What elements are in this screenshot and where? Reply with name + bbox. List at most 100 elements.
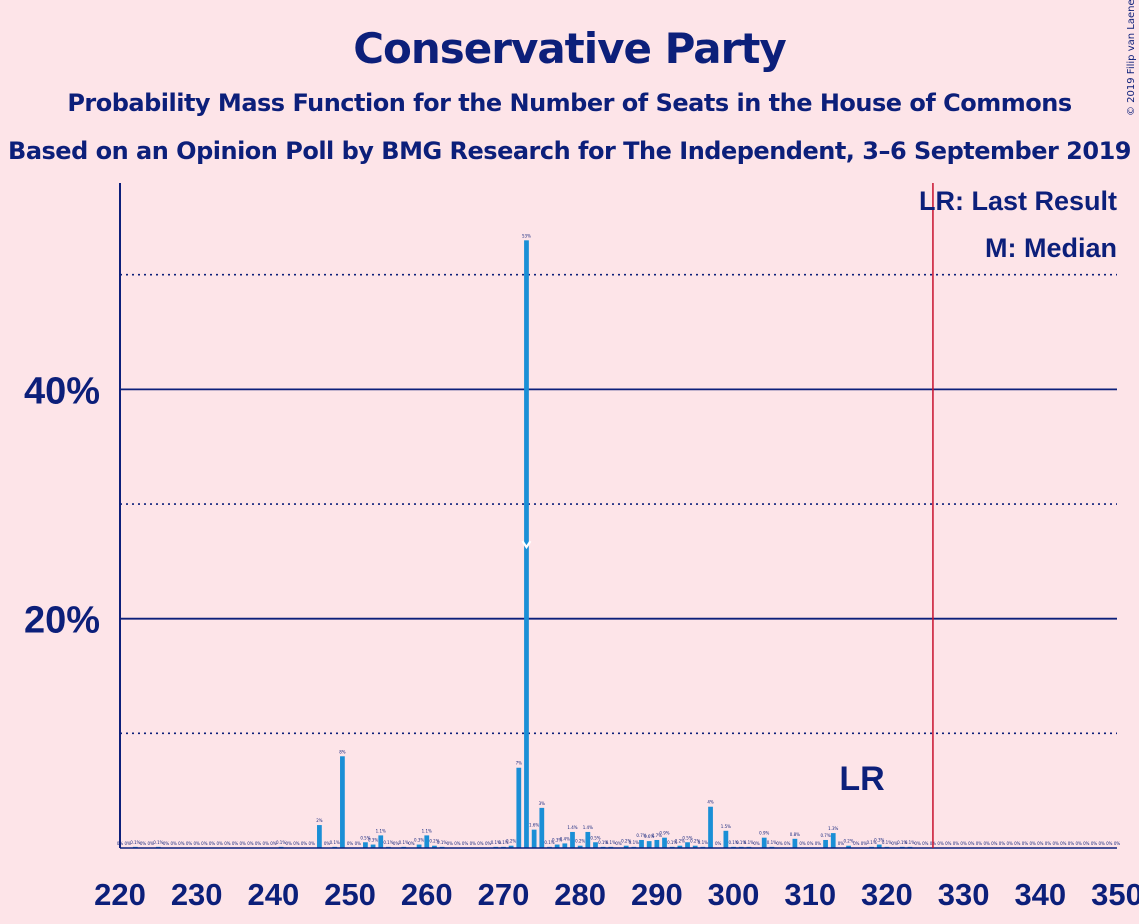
data-label-325: 0% [922, 841, 929, 846]
data-label-245: 0% [309, 841, 316, 846]
data-label-259: 0.3% [414, 838, 424, 843]
bar-297 [708, 806, 713, 848]
data-label-257: 0.1% [399, 840, 409, 845]
data-label-221: 0% [124, 841, 131, 846]
data-label-241: 0.1% [276, 840, 286, 845]
data-label-281: 1.4% [583, 825, 593, 830]
data-label-250: 0% [347, 841, 354, 846]
data-label-307: 0% [784, 841, 791, 846]
data-label-271: 0.2% [506, 839, 516, 844]
bar-279 [570, 831, 575, 848]
data-label-222: 0.1% [130, 840, 140, 845]
x-tick-label-330: 330 [938, 877, 990, 912]
x-tick-label-260: 260 [401, 877, 453, 912]
data-label-324: 0% [914, 841, 921, 846]
data-label-253: 0.3% [368, 838, 378, 843]
data-label-227: 0% [171, 841, 178, 846]
data-label-342: 0% [1052, 841, 1059, 846]
bar-281 [585, 831, 591, 848]
data-label-248: 0.1% [330, 840, 340, 845]
bar-293 [677, 845, 683, 848]
data-label-335: 0% [999, 841, 1006, 846]
data-label-238: 0% [255, 841, 262, 846]
data-label-237: 0% [247, 841, 254, 846]
data-label-269: 0.1% [491, 840, 501, 845]
data-label-244: 0% [301, 841, 308, 846]
data-label-318: 0.1% [866, 840, 876, 845]
data-label-340: 0% [1037, 841, 1044, 846]
bar-277 [554, 844, 560, 848]
data-label-308: 0.8% [790, 832, 800, 837]
x-tick-label-230: 230 [171, 877, 223, 912]
axes: 220 230 240 250 260 270 280 290 300 310 320 330 340 3… [24, 183, 1139, 912]
data-label-274: 1.6% [529, 823, 539, 828]
chart-source: Based on an Opinion Poll by BMG Research… [8, 137, 1131, 165]
data-label-242: 0% [286, 841, 293, 846]
data-label-327: 0% [937, 841, 944, 846]
bar-304 [761, 837, 767, 848]
data-label-334: 0% [991, 841, 998, 846]
data-label-328: 0% [945, 841, 952, 846]
data-label-251: 0% [355, 841, 362, 846]
data-label-273: 53% [522, 233, 531, 238]
bar-261 [432, 845, 437, 848]
bar-280 [577, 845, 583, 848]
legend-median: M: Median [985, 233, 1117, 263]
data-labels: 0%0%0.1%0%0%0.1%0%0%0%0%0%0%0%0%0%0%0%0%… [117, 233, 1121, 846]
data-label-297: 4% [707, 800, 714, 805]
bar-259 [416, 844, 422, 848]
bar-315 [846, 845, 851, 848]
x-tick-label-300: 300 [708, 877, 760, 912]
bar-295 [692, 845, 698, 848]
data-label-339: 0% [1029, 841, 1036, 846]
bar-274 [531, 829, 537, 848]
data-label-224: 0% [147, 841, 154, 846]
data-label-315: 0.2% [843, 839, 853, 844]
data-label-320: 0.1% [882, 840, 892, 845]
data-label-350: 0% [1114, 841, 1121, 846]
data-label-330: 0% [960, 841, 967, 846]
data-label-262: 0.1% [437, 840, 447, 845]
data-label-311: 0% [815, 841, 822, 846]
data-label-229: 0% [186, 841, 193, 846]
bar-278 [562, 843, 568, 848]
data-label-345: 0% [1075, 841, 1082, 846]
data-label-292: 0.1% [667, 840, 677, 845]
data-label-343: 0% [1060, 841, 1067, 846]
data-label-261: 0.2% [429, 839, 439, 844]
data-label-277: 0.3% [552, 838, 562, 843]
data-label-323: 0.1% [905, 840, 915, 845]
data-label-309: 0% [799, 841, 806, 846]
bar-290 [654, 839, 660, 848]
data-label-306: 0% [776, 841, 783, 846]
data-label-347: 0% [1091, 841, 1098, 846]
bar-313 [830, 833, 836, 848]
y-tick-label-40: 40% [24, 370, 100, 412]
bar-271 [508, 845, 514, 848]
bar-254 [378, 835, 384, 848]
bar-289 [646, 841, 652, 848]
bar-252 [363, 842, 368, 848]
bar-308 [792, 838, 798, 848]
x-tick-label-240: 240 [248, 877, 300, 912]
data-label-287: 0.1% [629, 840, 639, 845]
bar-299 [723, 830, 729, 848]
x-tick-label-320: 320 [861, 877, 913, 912]
data-label-272: 7% [516, 761, 523, 766]
data-label-285: 0% [615, 841, 622, 846]
data-label-270: 0.1% [498, 840, 508, 845]
data-label-295: 0.2% [690, 839, 700, 844]
data-label-294: 0.5% [682, 835, 692, 840]
data-label-230: 0% [194, 841, 201, 846]
bar-288 [639, 839, 644, 848]
data-label-249: 8% [339, 749, 346, 754]
data-label-266: 0% [470, 841, 477, 846]
data-label-349: 0% [1106, 841, 1113, 846]
x-tick-label-290: 290 [631, 877, 683, 912]
data-label-234: 0% [224, 841, 231, 846]
data-label-322: 0.1% [897, 840, 907, 845]
data-label-226: 0% [163, 841, 170, 846]
data-label-337: 0% [1014, 841, 1021, 846]
bar-275 [539, 807, 545, 848]
data-label-228: 0% [178, 841, 185, 846]
